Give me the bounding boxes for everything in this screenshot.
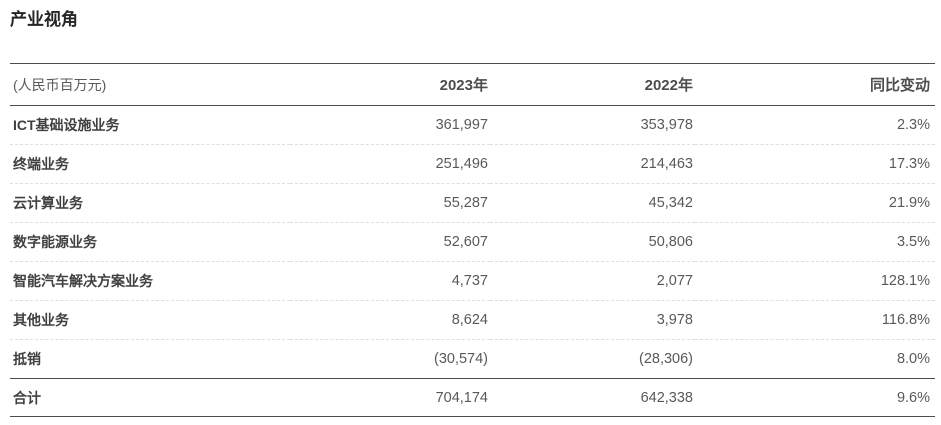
value-2022: (28,306) (638, 351, 693, 367)
table-row: 云计算业务 55,287 45,342 21.9% (10, 184, 935, 223)
total-value-2022: 642,338 (640, 389, 693, 406)
value-2023: 4,737 (451, 273, 488, 289)
yoy-change: 2.3% (896, 117, 930, 133)
row-label: 终端业务 (13, 156, 69, 172)
yoy-change: 116.8% (881, 312, 930, 328)
row-label: 抵销 (13, 351, 41, 367)
row-label: 数字能源业务 (13, 234, 97, 250)
value-2023: 52,607 (443, 234, 488, 250)
row-label: 其他业务 (13, 312, 69, 328)
value-2023: (30,574) (433, 351, 488, 367)
column-header-yoy-change: 同比变动 (869, 77, 930, 94)
page-title: 产业视角 (10, 10, 78, 29)
table-row: 数字能源业务 52,607 50,806 3.5% (10, 223, 935, 262)
table-header-row: (人民币百万元) 2023年 2022年 同比变动 (10, 63, 935, 106)
value-2022: 353,978 (640, 117, 693, 133)
value-2022: 3,978 (656, 312, 693, 328)
table-row: 其他业务 8,624 3,978 116.8% (10, 301, 935, 340)
column-header-2023: 2023年 (439, 77, 488, 94)
yoy-change: 3.5% (896, 234, 930, 250)
total-row: 合计 704,174 642,338 9.6% (10, 379, 935, 417)
yoy-change: 21.9% (888, 195, 930, 211)
table-row: 终端业务 251,496 214,463 17.3% (10, 145, 935, 184)
value-2023: 55,287 (443, 195, 488, 211)
total-row-label: 合计 (13, 389, 41, 406)
yoy-change: 128.1% (880, 273, 930, 289)
yoy-change: 17.3% (888, 156, 930, 172)
value-2022: 45,342 (648, 195, 693, 211)
table-body: ICT基础设施业务 361,997 353,978 2.3% 终端业务 251,496 21… (10, 106, 935, 379)
table-row: ICT基础设施业务 361,997 353,978 2.3% (10, 106, 935, 145)
row-label: 云计算业务 (13, 195, 83, 211)
currency-unit-label: (人民币百万元) (13, 76, 107, 93)
column-header-2022: 2022年 (644, 77, 693, 94)
value-2023: 251,496 (435, 156, 488, 172)
value-2022: 2,077 (656, 273, 693, 289)
table-row: 抵销 (30,574) (28,306) 8.0% (10, 340, 935, 379)
value-2022: 214,463 (640, 156, 693, 172)
total-value-2023: 704,174 (435, 389, 488, 406)
table-row: 智能汽车解决方案业务 4,737 2,077 128.1% (10, 262, 935, 301)
value-2023: 361,997 (435, 117, 488, 133)
industry-segment-table: (人民币百万元) 2023年 2022年 同比变动 ICT基础设施业务 361,9… (10, 63, 935, 417)
row-label: ICT基础设施业务 (13, 117, 120, 133)
total-yoy-change: 9.6% (896, 389, 930, 406)
value-2022: 50,806 (648, 234, 693, 250)
yoy-change: 8.0% (896, 351, 930, 367)
value-2023: 8,624 (451, 312, 488, 328)
row-label: 智能汽车解决方案业务 (13, 273, 153, 289)
